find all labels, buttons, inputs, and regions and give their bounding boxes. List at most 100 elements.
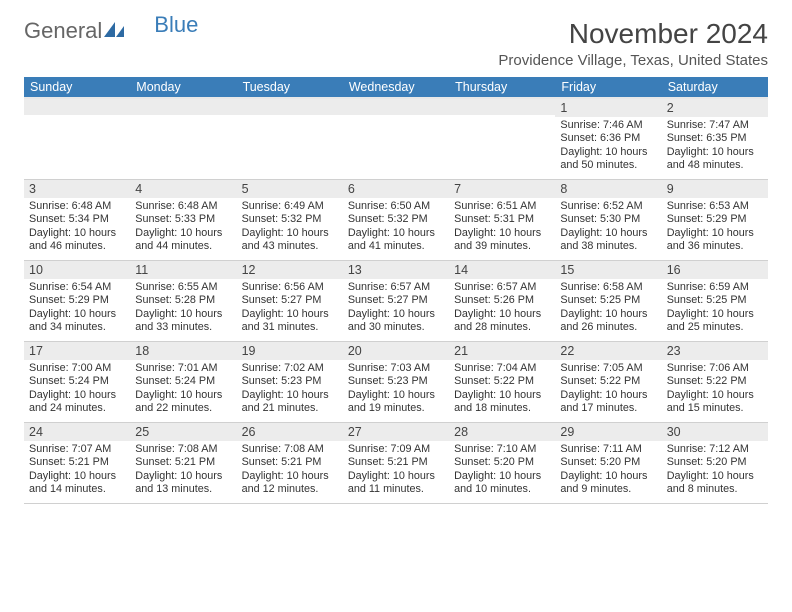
calendar-cell: 13Sunrise: 6:57 AMSunset: 5:27 PMDayligh… [343,261,449,341]
daylight-text: Daylight: 10 hours and 33 minutes. [135,308,231,335]
logo-word-1: General [24,18,102,44]
sunset-text: Sunset: 5:30 PM [560,213,656,226]
sunrise-text: Sunrise: 7:11 AM [560,443,656,456]
daylight-text: Daylight: 10 hours and 14 minutes. [29,470,125,497]
day-details: Sunrise: 7:08 AMSunset: 5:21 PMDaylight:… [130,441,236,501]
sunrise-text: Sunrise: 6:49 AM [242,200,338,213]
sunset-text: Sunset: 5:20 PM [667,456,763,469]
day-number: 14 [449,261,555,279]
daylight-text: Daylight: 10 hours and 38 minutes. [560,227,656,254]
day-number: 4 [130,180,236,198]
calendar-cell: 28Sunrise: 7:10 AMSunset: 5:20 PMDayligh… [449,423,555,503]
location-text: Providence Village, Texas, United States [498,52,768,69]
day-header-saturday: Saturday [662,77,768,97]
daylight-text: Daylight: 10 hours and 13 minutes. [135,470,231,497]
sunrise-text: Sunrise: 6:57 AM [454,281,550,294]
day-number: 22 [555,342,661,360]
calendar-cell: 20Sunrise: 7:03 AMSunset: 5:23 PMDayligh… [343,342,449,422]
calendar-cell: 11Sunrise: 6:55 AMSunset: 5:28 PMDayligh… [130,261,236,341]
day-header-monday: Monday [130,77,236,97]
day-number: 15 [555,261,661,279]
daylight-text: Daylight: 10 hours and 21 minutes. [242,389,338,416]
sunset-text: Sunset: 5:23 PM [348,375,444,388]
daylight-text: Daylight: 10 hours and 31 minutes. [242,308,338,335]
day-details: Sunrise: 7:00 AMSunset: 5:24 PMDaylight:… [24,360,130,420]
title-block: November 2024 Providence Village, Texas,… [498,18,768,69]
sunset-text: Sunset: 5:32 PM [242,213,338,226]
day-number: 13 [343,261,449,279]
sunrise-text: Sunrise: 7:09 AM [348,443,444,456]
logo: General Blue [24,18,198,44]
sunrise-text: Sunrise: 7:07 AM [29,443,125,456]
sunrise-text: Sunrise: 7:01 AM [135,362,231,375]
calendar-cell: 7Sunrise: 6:51 AMSunset: 5:31 PMDaylight… [449,180,555,260]
sunrise-text: Sunrise: 7:02 AM [242,362,338,375]
day-header-thursday: Thursday [449,77,555,97]
day-number: 8 [555,180,661,198]
daylight-text: Daylight: 10 hours and 36 minutes. [667,227,763,254]
sunrise-text: Sunrise: 7:08 AM [135,443,231,456]
calendar-cell: 15Sunrise: 6:58 AMSunset: 5:25 PMDayligh… [555,261,661,341]
day-number: 3 [24,180,130,198]
sunset-text: Sunset: 5:24 PM [135,375,231,388]
day-number: 19 [237,342,343,360]
calendar-cell: 1Sunrise: 7:46 AMSunset: 6:36 PMDaylight… [555,99,661,179]
daylight-text: Daylight: 10 hours and 22 minutes. [135,389,231,416]
sunrise-text: Sunrise: 6:53 AM [667,200,763,213]
sunrise-text: Sunrise: 6:57 AM [348,281,444,294]
day-details: Sunrise: 7:09 AMSunset: 5:21 PMDaylight:… [343,441,449,501]
calendar-header-row: SundayMondayTuesdayWednesdayThursdayFrid… [24,77,768,99]
day-details: Sunrise: 7:05 AMSunset: 5:22 PMDaylight:… [555,360,661,420]
calendar-cell: 26Sunrise: 7:08 AMSunset: 5:21 PMDayligh… [237,423,343,503]
sunset-text: Sunset: 5:20 PM [560,456,656,469]
sunset-text: Sunset: 5:29 PM [29,294,125,307]
sunset-text: Sunset: 5:27 PM [348,294,444,307]
day-details: Sunrise: 6:56 AMSunset: 5:27 PMDaylight:… [237,279,343,339]
daylight-text: Daylight: 10 hours and 25 minutes. [667,308,763,335]
day-details: Sunrise: 6:50 AMSunset: 5:32 PMDaylight:… [343,198,449,258]
sunrise-text: Sunrise: 6:52 AM [560,200,656,213]
day-details: Sunrise: 6:58 AMSunset: 5:25 PMDaylight:… [555,279,661,339]
day-details: Sunrise: 6:51 AMSunset: 5:31 PMDaylight:… [449,198,555,258]
calendar: SundayMondayTuesdayWednesdayThursdayFrid… [24,77,768,504]
day-number: 1 [555,99,661,117]
day-number: 16 [662,261,768,279]
daylight-text: Daylight: 10 hours and 50 minutes. [560,146,656,173]
calendar-cell: 22Sunrise: 7:05 AMSunset: 5:22 PMDayligh… [555,342,661,422]
sunrise-text: Sunrise: 7:00 AM [29,362,125,375]
daylight-text: Daylight: 10 hours and 12 minutes. [242,470,338,497]
sunrise-text: Sunrise: 6:48 AM [135,200,231,213]
sunrise-text: Sunrise: 6:55 AM [135,281,231,294]
day-number: 27 [343,423,449,441]
day-number: 5 [237,180,343,198]
calendar-cell: 3Sunrise: 6:48 AMSunset: 5:34 PMDaylight… [24,180,130,260]
day-details: Sunrise: 6:57 AMSunset: 5:27 PMDaylight:… [343,279,449,339]
day-number: 26 [237,423,343,441]
sunset-text: Sunset: 5:21 PM [348,456,444,469]
calendar-cell: 25Sunrise: 7:08 AMSunset: 5:21 PMDayligh… [130,423,236,503]
daylight-text: Daylight: 10 hours and 30 minutes. [348,308,444,335]
sunset-text: Sunset: 5:21 PM [29,456,125,469]
sunset-text: Sunset: 5:20 PM [454,456,550,469]
calendar-cell-empty [24,99,130,179]
day-details: Sunrise: 6:54 AMSunset: 5:29 PMDaylight:… [24,279,130,339]
day-header-friday: Friday [555,77,661,97]
daylight-text: Daylight: 10 hours and 48 minutes. [667,146,763,173]
calendar-week: 17Sunrise: 7:00 AMSunset: 5:24 PMDayligh… [24,342,768,423]
day-number: 7 [449,180,555,198]
day-details: Sunrise: 7:11 AMSunset: 5:20 PMDaylight:… [555,441,661,501]
day-details: Sunrise: 6:59 AMSunset: 5:25 PMDaylight:… [662,279,768,339]
calendar-cell-empty [237,99,343,179]
daylight-text: Daylight: 10 hours and 39 minutes. [454,227,550,254]
calendar-cell: 9Sunrise: 6:53 AMSunset: 5:29 PMDaylight… [662,180,768,260]
logo-word-2: Blue [154,12,198,38]
day-number: 25 [130,423,236,441]
daylight-text: Daylight: 10 hours and 26 minutes. [560,308,656,335]
day-number [343,99,449,115]
day-header-wednesday: Wednesday [343,77,449,97]
calendar-body: 1Sunrise: 7:46 AMSunset: 6:36 PMDaylight… [24,99,768,504]
daylight-text: Daylight: 10 hours and 46 minutes. [29,227,125,254]
calendar-cell: 21Sunrise: 7:04 AMSunset: 5:22 PMDayligh… [449,342,555,422]
calendar-week: 3Sunrise: 6:48 AMSunset: 5:34 PMDaylight… [24,180,768,261]
day-details: Sunrise: 7:03 AMSunset: 5:23 PMDaylight:… [343,360,449,420]
